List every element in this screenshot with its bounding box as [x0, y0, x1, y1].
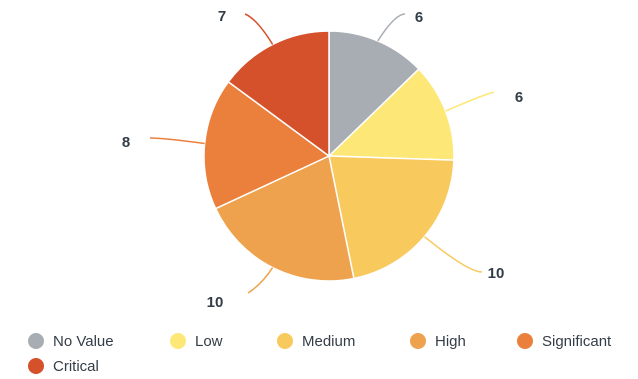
connector-medium	[423, 236, 483, 273]
pie-slice-high[interactable]	[214, 154, 355, 282]
legend-marker-critical	[28, 358, 44, 374]
connector-no-value	[377, 13, 406, 42]
legend-item-medium[interactable]: Medium	[277, 333, 355, 350]
connector-low	[445, 91, 495, 112]
legend-item-high[interactable]: High	[410, 333, 466, 350]
label-connectors	[149, 13, 495, 294]
legend: No Value Low Medium High Significant Critical	[28, 333, 612, 375]
data-label-significant: 8	[122, 134, 130, 151]
legend-marker-significant	[517, 333, 533, 349]
legend-item-critical[interactable]: Critical	[28, 358, 99, 375]
pie-slices	[203, 30, 455, 282]
connector-significant	[149, 137, 205, 145]
data-label-no-value: 6	[415, 9, 423, 26]
legend-item-low[interactable]: Low	[170, 333, 223, 350]
data-labels: 6 6 10 10 8 7	[122, 8, 523, 311]
legend-label-medium: Medium	[302, 333, 355, 350]
legend-marker-medium	[277, 333, 293, 349]
pie-slice-low[interactable]	[327, 68, 455, 161]
legend-label-significant: Significant	[542, 333, 612, 350]
legend-marker-no-value	[28, 333, 44, 349]
pie-slice-medium[interactable]	[328, 155, 455, 280]
legend-label-low: Low	[195, 333, 223, 350]
pie-slice-significant[interactable]	[203, 80, 331, 210]
legend-item-no-value[interactable]: No Value	[28, 333, 114, 350]
legend-item-significant[interactable]: Significant	[517, 333, 612, 350]
legend-marker-low	[170, 333, 186, 349]
connector-high	[247, 267, 274, 294]
pie-slice-no-value[interactable]	[328, 30, 420, 158]
legend-label-no-value: No Value	[53, 333, 114, 350]
pie-slice-critical[interactable]	[227, 30, 330, 158]
data-label-high: 10	[207, 294, 224, 311]
legend-label-critical: Critical	[53, 358, 99, 375]
data-label-critical: 7	[218, 8, 226, 25]
legend-label-high: High	[435, 333, 466, 350]
data-label-medium: 10	[488, 265, 505, 282]
legend-marker-high	[410, 333, 426, 349]
connector-critical	[244, 13, 274, 45]
data-label-low: 6	[515, 89, 523, 106]
